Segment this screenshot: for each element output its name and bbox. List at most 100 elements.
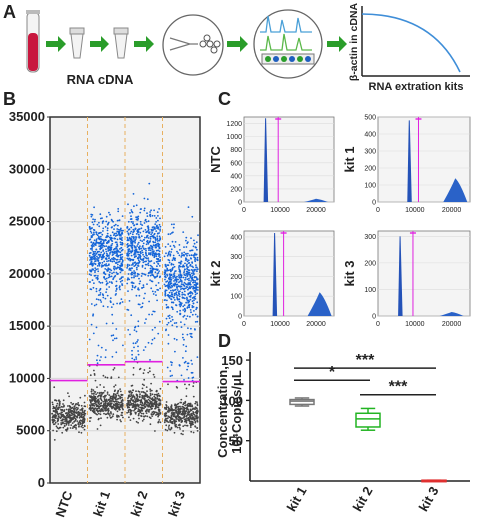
panel-letter-a: A [3,2,16,22]
rain-droplet [104,356,107,359]
negative-droplet [185,417,188,420]
positive-droplet [105,245,108,248]
positive-droplet [183,254,186,257]
negative-droplet [146,404,149,406]
rain-droplet [97,294,100,296]
rain-droplet [111,322,114,325]
rain-droplet [153,337,156,340]
rain-droplet [133,265,136,267]
negative-droplet [170,426,173,429]
rain-droplet [191,306,194,309]
negative-droplet [84,394,86,397]
positive-droplet [120,247,123,249]
negative-droplet [63,409,66,411]
positive-droplet [158,208,161,210]
positive-droplet [127,273,130,275]
positive-droplet [188,277,190,280]
positive-droplet [151,290,154,293]
positive-droplet [136,223,139,226]
negative-droplet [135,420,138,423]
positive-droplet [113,260,116,263]
negative-droplet [122,416,124,419]
y-tick-label: 100 [221,393,243,408]
negative-droplet [131,406,134,409]
rain-droplet [93,373,96,375]
positive-droplet [164,294,167,297]
positive-droplet [164,246,167,248]
box-kit-2 [355,407,381,431]
positive-droplet [157,215,159,217]
negative-droplet [191,405,194,408]
d-ylabel-line1: Concentration, [215,366,230,458]
negative-droplet [171,421,174,424]
positive-droplet [191,269,194,272]
positive-droplet [136,251,139,254]
positive-droplet [172,275,175,278]
x-tick-label: 10000 [270,321,290,328]
negative-droplet [145,401,147,403]
negative-droplet [57,415,60,417]
negative-droplet [51,412,53,415]
negative-droplet [81,407,84,410]
rain-droplet [191,336,193,339]
positive-droplet [164,290,167,293]
rain-droplet [98,281,101,283]
negative-droplet [151,407,154,410]
negative-droplet [136,395,139,398]
negative-droplet [103,412,105,415]
rain-droplet [186,283,189,286]
positive-droplet [179,265,182,268]
positive-droplet [177,252,180,255]
negative-droplet [112,413,115,416]
positive-droplet [126,230,129,233]
negative-droplet [111,406,113,409]
positive-droplet [113,271,115,274]
positive-droplet [127,277,129,280]
negative-droplet [79,419,82,422]
positive-droplet [130,230,133,233]
arrow-icon [134,36,154,52]
positive-droplet [99,235,102,238]
positive-droplet [185,246,188,248]
positive-droplet [172,263,175,266]
negative-droplet [61,419,64,422]
negative-droplet [72,425,75,428]
positive-droplet [109,260,112,262]
rain-droplet [167,321,170,324]
positive-droplet [143,255,146,258]
positive-droplet [172,266,174,269]
negative-droplet [154,403,156,406]
negative-droplet [174,415,177,418]
negative-droplet [60,405,63,408]
positive-droplet [115,267,118,270]
rain-droplet [166,323,169,326]
rain-droplet [192,302,195,305]
positive-droplet [155,221,158,223]
negative-droplet [70,401,72,404]
positive-droplet [97,257,100,259]
positive-droplet [180,256,183,258]
positive-droplet [104,268,107,270]
positive-droplet [183,251,186,254]
positive-droplet [189,249,192,252]
positive-droplet [183,270,186,272]
positive-droplet [184,262,186,265]
negative-droplet [128,394,131,397]
microtube-icon [113,27,129,59]
positive-droplet [133,256,136,259]
rain-droplet [90,260,93,263]
histogram-label: kit 1 [342,146,357,172]
positive-droplet [116,243,119,246]
positive-droplet [95,277,98,279]
positive-droplet [155,217,158,219]
positive-droplet [188,279,190,282]
panel-letter-c: C [218,89,231,109]
rain-droplet [102,374,105,377]
negative-droplet [76,416,78,419]
negative-droplet [75,426,77,429]
positive-droplet [172,231,174,234]
negative-droplet [148,403,151,406]
positive-droplet [184,283,187,285]
positive-droplet [186,268,189,271]
positive-droplet [94,218,96,221]
